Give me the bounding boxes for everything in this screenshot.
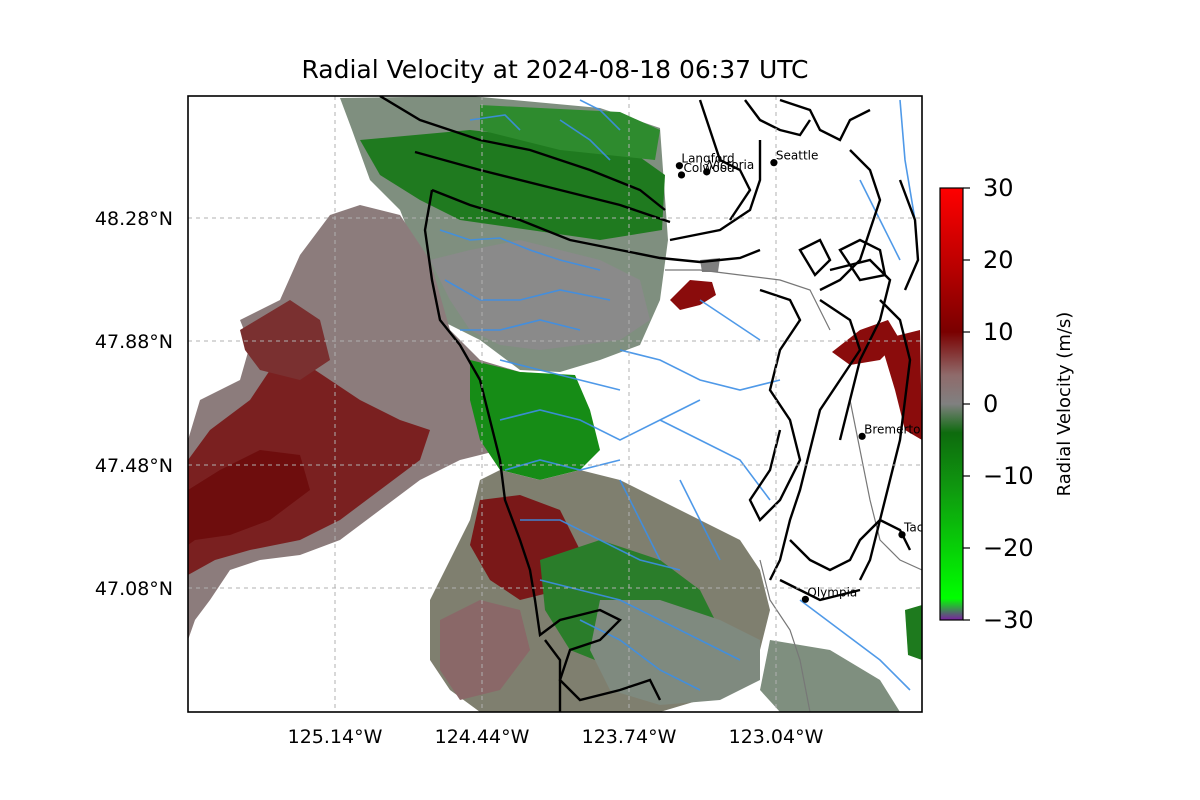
city-dot: [858, 432, 866, 440]
lat-tick-label: 47.48°N: [95, 455, 173, 477]
city-label: Bremerton: [864, 422, 928, 436]
chart-title: Radial Velocity at 2024-08-18 06:37 UTC: [301, 55, 808, 84]
colorbar: 30 20 10 0 −10 −20 −30 Radial Velocity (m/s): [939, 174, 1075, 634]
city-label: Tacoma: [903, 521, 950, 535]
city-dot: [770, 159, 778, 167]
city-dot: [703, 168, 711, 176]
colorbar-tick-label: 20: [983, 246, 1014, 274]
city-label: Victoria: [709, 158, 755, 172]
coastlines: [379, 96, 920, 712]
lon-tick-label: 123.04°W: [729, 726, 824, 748]
rivers: [439, 99, 916, 691]
colorbar-gradient: [939, 187, 964, 621]
city-dot: [898, 531, 906, 539]
city-label: Langford: [681, 152, 734, 166]
colorbar-tick-label: 30: [983, 174, 1014, 202]
colorbar-tick-label: −20: [983, 534, 1034, 562]
city-dot: [801, 595, 810, 603]
colorbar-ticks: 30 20 10 0 −10 −20 −30: [963, 174, 1034, 634]
lat-tick-label: 47.88°N: [95, 331, 173, 353]
colorbar-tick-label: 0: [983, 390, 998, 418]
city-label: Olympia: [807, 585, 857, 599]
city-dot: [675, 162, 684, 170]
colorbar-tick-label: −10: [983, 462, 1034, 490]
lon-tick-labels: 125.14°W 124.44°W 123.74°W 123.04°W: [288, 726, 824, 748]
lat-tick-labels: 48.28°N 47.88°N 47.48°N 47.08°N: [95, 208, 173, 600]
city-label: Colwood: [684, 161, 735, 175]
lon-tick-label: 124.44°W: [435, 726, 530, 748]
lat-tick-label: 48.28°N: [95, 208, 173, 230]
colorbar-label: Radial Velocity (m/s): [1054, 312, 1075, 497]
radar-echoes: [188, 96, 922, 712]
city-dot: [677, 171, 686, 179]
lon-tick-label: 123.74°W: [582, 726, 677, 748]
admin-borders: [665, 269, 922, 712]
map-frame: [187, 95, 923, 713]
colorbar-tick-label: 10: [983, 318, 1014, 346]
colorbar-tick-label: −30: [983, 606, 1034, 634]
lat-tick-label: 47.08°N: [95, 578, 173, 600]
city-label: Seattle: [776, 149, 818, 163]
lon-tick-label: 125.14°W: [288, 726, 383, 748]
gridlines: [188, 96, 922, 712]
